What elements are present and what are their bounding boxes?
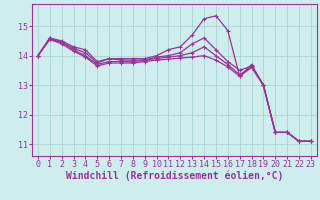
X-axis label: Windchill (Refroidissement éolien,°C): Windchill (Refroidissement éolien,°C) (66, 171, 283, 181)
